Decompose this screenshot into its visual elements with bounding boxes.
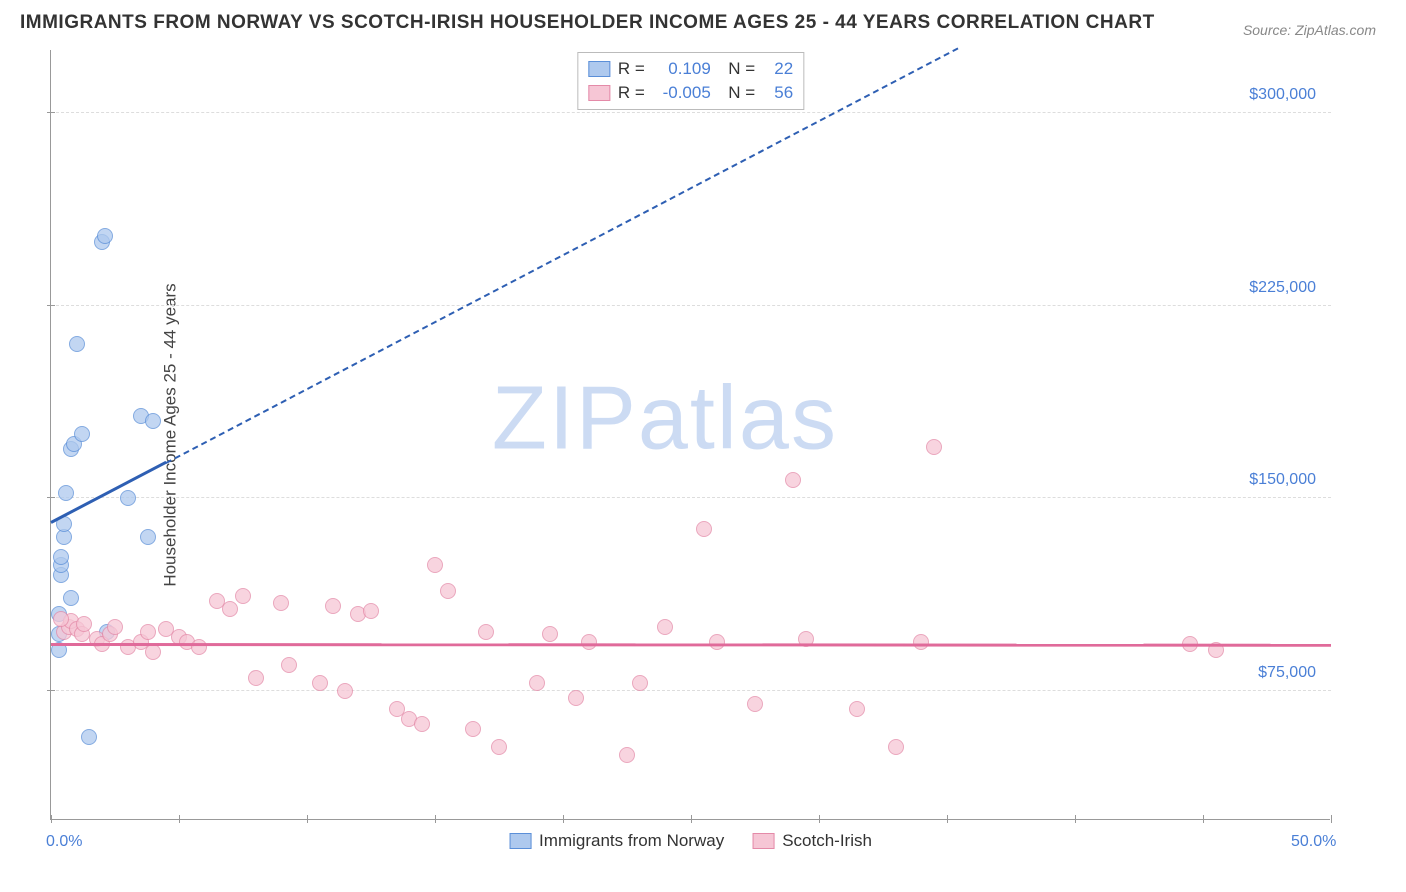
data-point — [849, 701, 865, 717]
legend-item: Scotch-Irish — [752, 831, 872, 851]
gridline — [51, 497, 1331, 498]
data-point — [785, 472, 801, 488]
plot-area: ZIPatlas Householder Income Ages 25 - 44… — [50, 50, 1330, 820]
data-point — [619, 747, 635, 763]
trend-line — [51, 643, 1331, 647]
legend-swatch — [509, 833, 531, 849]
y-tick — [47, 305, 55, 306]
x-tick — [1331, 815, 1332, 823]
legend-r-label: R = — [618, 81, 645, 105]
data-point — [248, 670, 264, 686]
data-point — [414, 716, 430, 732]
data-point — [337, 683, 353, 699]
data-point — [235, 588, 251, 604]
data-point — [81, 729, 97, 745]
data-point — [107, 619, 123, 635]
gridline — [51, 690, 1331, 691]
data-point — [632, 675, 648, 691]
data-point — [888, 739, 904, 755]
legend-swatch — [588, 61, 610, 77]
legend-row: R = -0.005 N = 56 — [588, 81, 793, 105]
data-point — [926, 439, 942, 455]
data-point — [69, 336, 85, 352]
legend-swatch — [588, 85, 610, 101]
data-point — [120, 490, 136, 506]
y-tick — [47, 497, 55, 498]
data-point — [145, 644, 161, 660]
data-point — [709, 634, 725, 650]
data-point — [325, 598, 341, 614]
y-tick-label: $75,000 — [1258, 664, 1316, 682]
gridline — [51, 305, 1331, 306]
data-point — [696, 521, 712, 537]
data-point — [97, 228, 113, 244]
y-tick-label: $225,000 — [1249, 279, 1316, 297]
legend-label: Immigrants from Norway — [539, 831, 724, 851]
series-legend: Immigrants from Norway Scotch-Irish — [509, 831, 872, 851]
legend-swatch — [752, 833, 774, 849]
data-point — [913, 634, 929, 650]
legend-r-value: 0.109 — [653, 57, 711, 81]
y-axis-title: Householder Income Ages 25 - 44 years — [161, 283, 181, 586]
data-point — [222, 601, 238, 617]
data-point — [74, 426, 90, 442]
correlation-legend: R = 0.109 N = 22 R = -0.005 N = 56 — [577, 52, 804, 110]
data-point — [281, 657, 297, 673]
data-point — [542, 626, 558, 642]
data-point — [140, 624, 156, 640]
data-point — [145, 413, 161, 429]
legend-n-value: 56 — [763, 81, 793, 105]
data-point — [53, 549, 69, 565]
data-point — [273, 595, 289, 611]
legend-r-label: R = — [618, 57, 645, 81]
data-point — [529, 675, 545, 691]
y-tick-label: $150,000 — [1249, 471, 1316, 489]
x-tick — [691, 815, 692, 823]
x-tick — [307, 815, 308, 823]
y-tick — [47, 690, 55, 691]
data-point — [465, 721, 481, 737]
data-point — [363, 603, 379, 619]
x-tick — [435, 815, 436, 823]
data-point — [478, 624, 494, 640]
data-point — [440, 583, 456, 599]
chart-source: Source: ZipAtlas.com — [1243, 22, 1376, 38]
data-point — [747, 696, 763, 712]
legend-n-value: 22 — [763, 57, 793, 81]
data-point — [568, 690, 584, 706]
chart-title: IMMIGRANTS FROM NORWAY VS SCOTCH-IRISH H… — [20, 12, 1155, 34]
x-tick — [179, 815, 180, 823]
data-point — [140, 529, 156, 545]
legend-row: R = 0.109 N = 22 — [588, 57, 793, 81]
data-point — [53, 611, 69, 627]
legend-n-label: N = — [719, 81, 755, 105]
data-point — [427, 557, 443, 573]
legend-n-label: N = — [719, 57, 755, 81]
x-tick — [563, 815, 564, 823]
data-point — [312, 675, 328, 691]
legend-r-value: -0.005 — [653, 81, 711, 105]
gridline — [51, 112, 1331, 113]
data-point — [491, 739, 507, 755]
data-point — [58, 485, 74, 501]
data-point — [63, 590, 79, 606]
data-point — [191, 639, 207, 655]
data-point — [76, 616, 92, 632]
data-point — [581, 634, 597, 650]
y-tick-label: $300,000 — [1249, 86, 1316, 104]
x-tick — [819, 815, 820, 823]
x-tick — [1075, 815, 1076, 823]
x-tick — [51, 815, 52, 823]
x-tick — [1203, 815, 1204, 823]
x-tick — [947, 815, 948, 823]
legend-label: Scotch-Irish — [782, 831, 872, 851]
y-tick — [47, 112, 55, 113]
legend-item: Immigrants from Norway — [509, 831, 724, 851]
x-tick-label: 0.0% — [46, 833, 82, 851]
watermark: ZIPatlas — [492, 368, 838, 471]
data-point — [657, 619, 673, 635]
x-tick-label: 50.0% — [1291, 833, 1336, 851]
